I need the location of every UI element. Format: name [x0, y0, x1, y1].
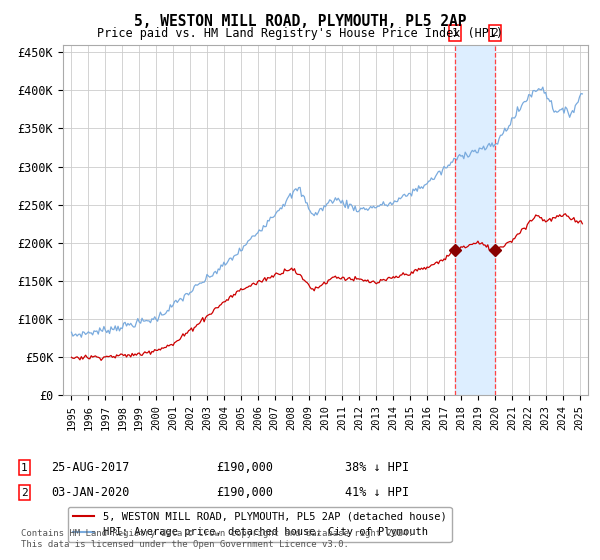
Text: 25-AUG-2017: 25-AUG-2017 — [51, 461, 130, 474]
Legend: 5, WESTON MILL ROAD, PLYMOUTH, PL5 2AP (detached house), HPI: Average price, det: 5, WESTON MILL ROAD, PLYMOUTH, PL5 2AP (… — [68, 507, 452, 543]
Text: 2: 2 — [491, 28, 499, 38]
Text: 5, WESTON MILL ROAD, PLYMOUTH, PL5 2AP: 5, WESTON MILL ROAD, PLYMOUTH, PL5 2AP — [134, 14, 466, 29]
Text: 38% ↓ HPI: 38% ↓ HPI — [345, 461, 409, 474]
Text: Contains HM Land Registry data © Crown copyright and database right 2024.
This d: Contains HM Land Registry data © Crown c… — [21, 529, 413, 549]
Text: 03-JAN-2020: 03-JAN-2020 — [51, 486, 130, 500]
Text: 1: 1 — [452, 28, 458, 38]
Text: £190,000: £190,000 — [216, 486, 273, 500]
Text: 41% ↓ HPI: 41% ↓ HPI — [345, 486, 409, 500]
Bar — [455, 45, 495, 395]
Text: 1: 1 — [21, 463, 28, 473]
Text: £190,000: £190,000 — [216, 461, 273, 474]
Text: 2: 2 — [21, 488, 28, 498]
Text: Price paid vs. HM Land Registry's House Price Index (HPI): Price paid vs. HM Land Registry's House … — [97, 27, 503, 40]
